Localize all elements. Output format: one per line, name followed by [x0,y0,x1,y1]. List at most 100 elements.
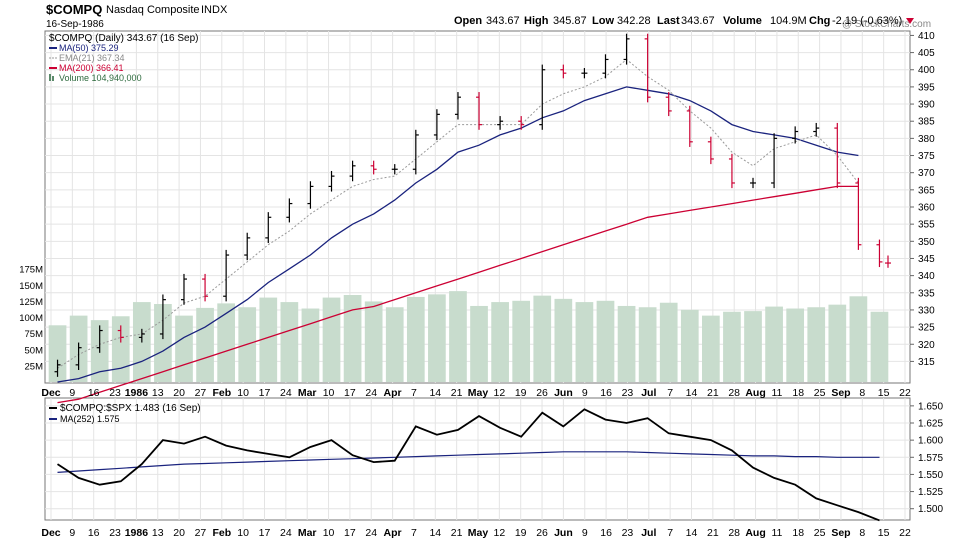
ratio-tick-label: 1.500 [918,504,943,515]
volume-bar [554,298,573,382]
price-tick-label: 320 [918,340,935,351]
x-tick-label: 18 [792,387,804,399]
price-bars [54,33,891,377]
x-tick-label: Jun [554,387,573,399]
ratio-x-tick-label: Jun [554,527,573,539]
volume-bar [280,302,299,382]
down-arrow-icon [906,18,914,24]
x-tick-label: 28 [728,387,740,399]
x-tick-label: 17 [344,387,356,399]
price-tick-label: 405 [918,48,935,59]
volume-bar [617,305,636,382]
volume-tick-label: 75M [25,329,44,340]
price-tick-label: 390 [918,100,935,111]
chg-label: Chg [809,15,830,27]
price-tick-label: 345 [918,254,935,265]
volume-tick-label: 175M [19,265,43,276]
ratio-x-tick-label: 16 [88,527,100,539]
ratio-x-tick-label: 9 [582,527,588,539]
legend-ema21: EMA(21) 367.34 [59,53,125,63]
volume-bar [786,308,805,382]
ratio-x-tick-label: 24 [365,527,377,539]
x-tick-label: 23 [109,387,121,399]
legend-volume: Volume 104,940,000 [59,73,142,83]
x-tick-label: 22 [899,387,911,399]
chart-date: 16-Sep-1986 [46,19,104,30]
price-tick-label: 370 [918,168,935,179]
x-tick-label: 14 [686,387,698,399]
x-tick-label: 20 [173,387,185,399]
price-tick-label: 375 [918,151,935,162]
legend-volume-swatch [49,74,51,81]
legend-ma50: MA(50) 375.29 [59,43,119,53]
volume-bar [470,305,488,382]
last-value: 343.67 [681,15,715,27]
watermark: @ StockCharts.com [842,19,931,30]
x-tick-label: 24 [365,387,377,399]
volume-bar [259,297,278,382]
x-tick-label: 10 [323,387,335,399]
grid [45,31,910,520]
price-tick-label: 365 [918,185,935,196]
price-tick-label: 360 [918,203,935,214]
x-tick-label: 25 [814,387,826,399]
x-tick-label: Feb [212,387,231,399]
ratio-x-tick-label: 28 [728,527,740,539]
ratio-tick-label: 1.575 [918,453,943,464]
volume-bar [638,307,657,382]
volume-bar [111,316,130,382]
volume-tick-label: 25M [25,361,44,372]
price-tick-label: 410 [918,31,935,42]
ratio-x-tick-label: Dec [41,527,60,539]
volume-bar [301,308,320,382]
x-tick-label: 1986 [125,387,149,399]
volume-bar [533,295,552,382]
ratio-x-tick-label: 15 [878,527,890,539]
x-tick-label: 17 [259,387,271,399]
ratio-x-tick-label: 14 [686,527,698,539]
volume-tick-label: 150M [19,281,43,292]
exchange-label: INDX [201,4,228,16]
ratio-x-tick-label: 8 [859,527,865,539]
volume-bar [449,291,467,382]
legend-ma200: MA(200) 366.41 [59,63,124,73]
ratio-x-tick-label: 19 [515,527,527,539]
ratio-x-tick-label: 25 [814,527,826,539]
ratio-x-tick-label: 16 [600,527,612,539]
ratio-x-tick-label: Feb [212,527,231,539]
volume-bar [765,306,783,382]
volume-bar [807,307,826,382]
ratio-x-tick-label: 1986 [125,527,149,539]
ratio-x-tick-label: 13 [152,527,164,539]
price-tick-label: 355 [918,220,935,231]
x-tick-label: 9 [69,387,75,399]
price-tick-label: 335 [918,288,935,299]
x-tick-label: Dec [41,387,60,399]
x-tick-label: 27 [195,387,207,399]
ratio-x-tick-label: 12 [494,527,506,539]
x-tick-label: May [468,387,489,399]
ratio-x-tick-label: 9 [69,527,75,539]
ratio-x-tick-label: May [468,527,489,539]
x-tick-label: 7 [667,387,673,399]
x-tick-label: 19 [515,387,527,399]
volume-bar [196,307,214,382]
x-tick-label: 7 [411,387,417,399]
ratio-x-tick-label: 17 [344,527,356,539]
volume-bar [491,302,509,382]
ratio-x-tick-label: 17 [259,527,271,539]
ratio-x-tick-label: 22 [899,527,911,539]
ratio-x-tick-label: 23 [622,527,634,539]
ratio-x-tick-label: 21 [707,527,719,539]
ratio-tick-label: 1.625 [918,419,943,430]
volume-bar [849,296,868,382]
volume-bar [723,311,741,382]
volume-bar [596,300,615,382]
x-tick-label: 11 [771,387,782,399]
ratio-ma-line [57,451,880,473]
volume-bar [659,302,678,382]
ratio-tick-label: 1.650 [918,401,943,412]
volume-bar [154,304,172,382]
volume-bar [512,300,531,382]
ratio-tick-label: 1.600 [918,436,943,447]
